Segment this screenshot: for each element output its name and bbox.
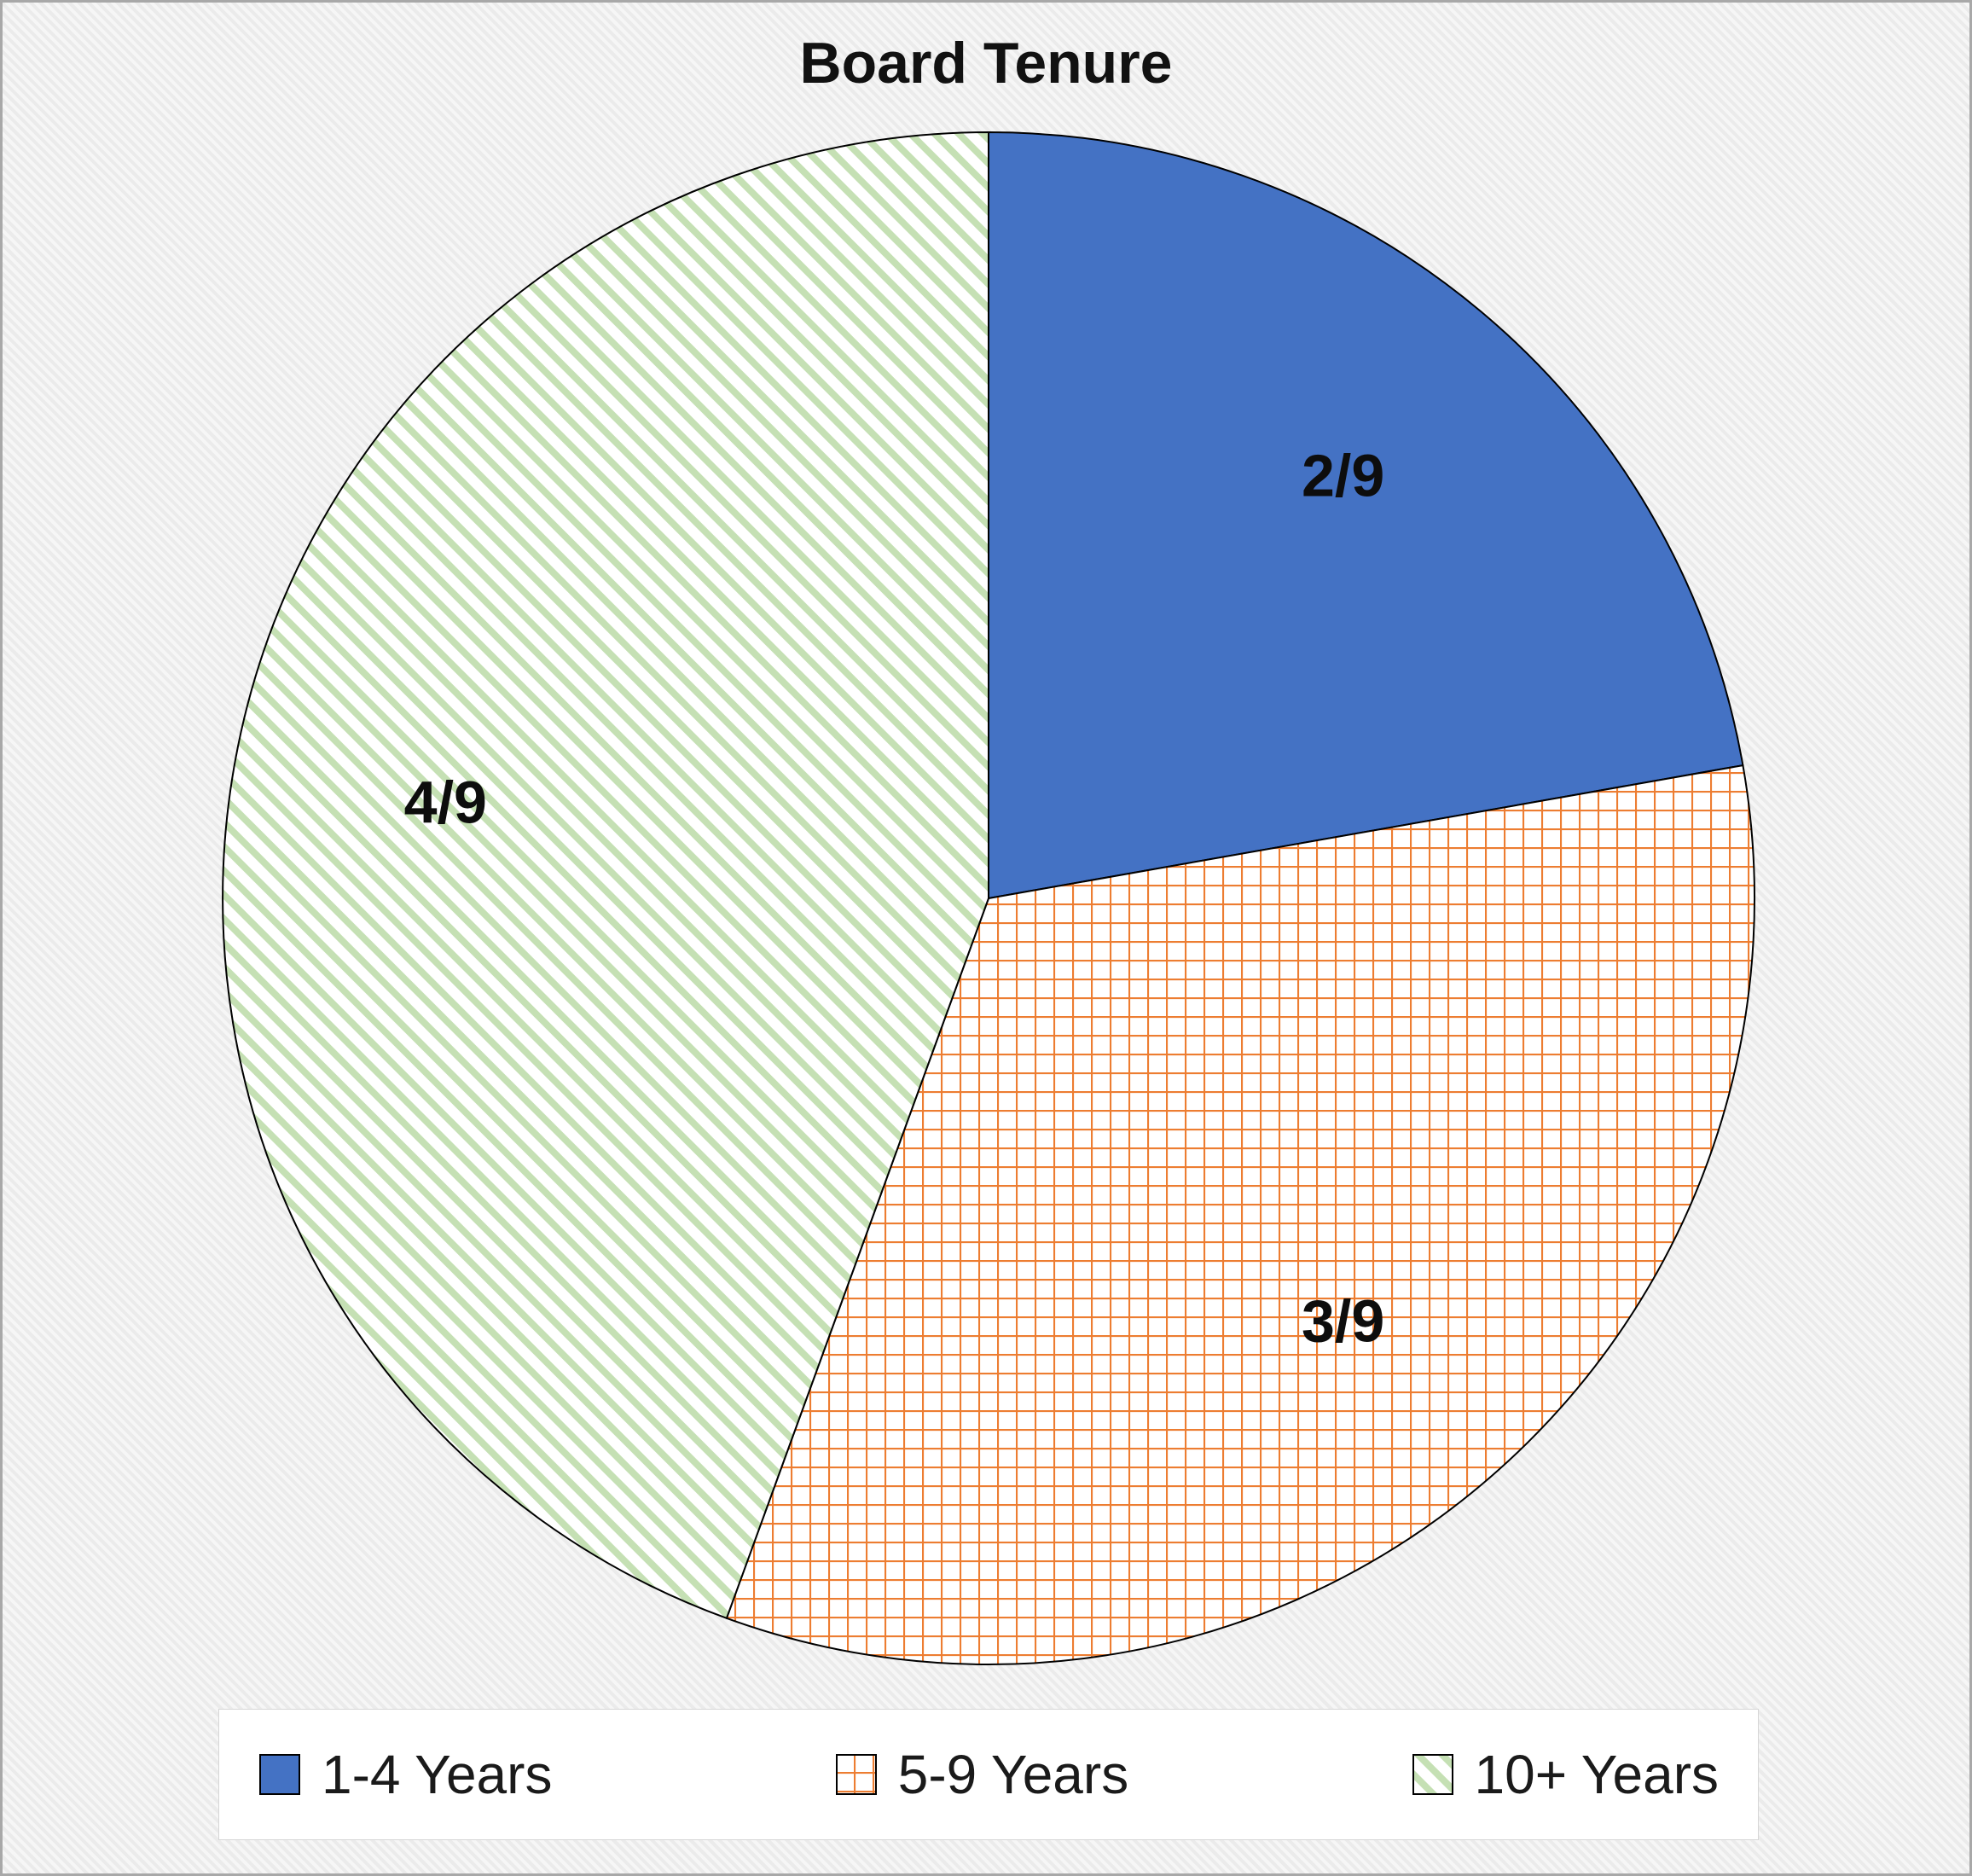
legend-item-5-9-years: 5-9 Years: [835, 1743, 1128, 1806]
legend-label-5-9-years: 5-9 Years: [897, 1744, 1129, 1805]
data-label-5-9-years: 3/9: [1302, 1287, 1384, 1354]
legend: 1-4 Years 5-9 Years 10+ Years: [218, 1709, 1759, 1840]
pie-slice-1-4-years: [988, 131, 1744, 900]
legend-item-10-plus-years: 10+ Years: [1412, 1743, 1720, 1806]
legend-item-1-4-years: 1-4 Years: [258, 1743, 552, 1806]
legend-swatch-diagonal-icon: [1412, 1754, 1453, 1795]
legend-label-10-plus-years: 10+ Years: [1474, 1744, 1720, 1805]
legend-swatch-solid-icon: [259, 1754, 300, 1795]
pie-slice-10-years: [222, 131, 989, 1620]
pie-slices-group: 2/9 3/9 4/9: [222, 131, 1755, 1665]
data-label-10-years: 4/9: [404, 770, 487, 836]
legend-label-1-4-years: 1-4 Years: [322, 1744, 553, 1805]
pie-slice-5-9-years: [725, 764, 1755, 1665]
chart-title: Board Tenure: [799, 31, 1173, 96]
legend-swatch-crosshatch-icon: [835, 1754, 877, 1795]
pie-chart: 2/9 3/9 4/9: [222, 131, 1755, 1665]
data-label-1-4-years: 2/9: [1302, 443, 1384, 509]
